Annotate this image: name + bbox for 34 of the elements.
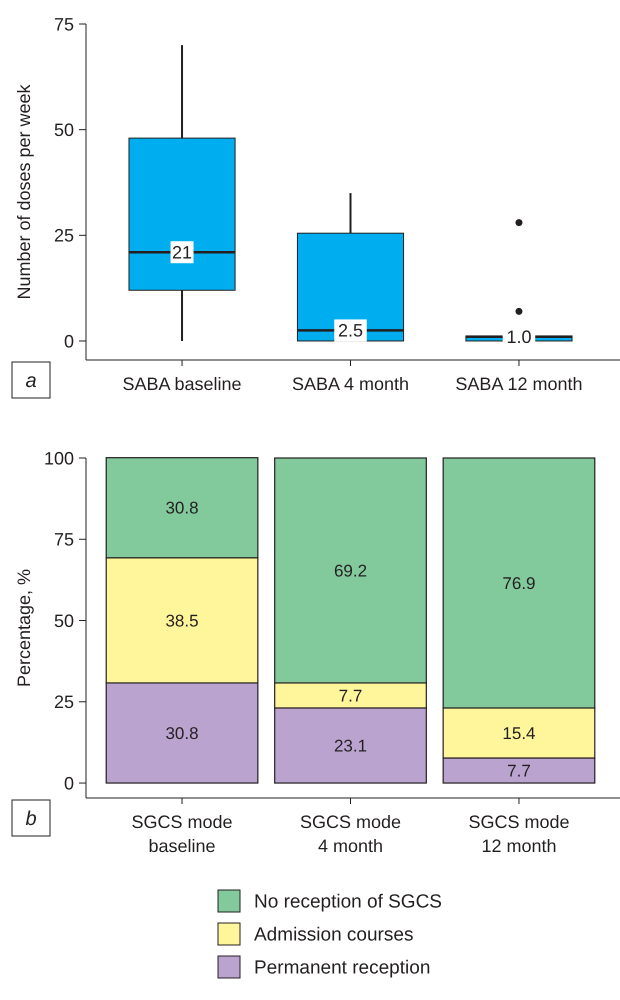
y-tick-label: 50 (54, 120, 74, 140)
y-tick-label: 25 (54, 692, 74, 712)
data-label: 69.2 (334, 561, 368, 580)
data-label: 38.5 (165, 611, 199, 630)
data-label: 30.8 (165, 724, 199, 743)
legend-label: Admission courses (254, 924, 414, 946)
y-tick-label: 75 (54, 14, 74, 34)
x-tick-label: SGCS mode 12 month (468, 812, 570, 856)
text: b (25, 808, 37, 830)
data-label: 7.7 (507, 761, 531, 780)
x-tick-label: SGCS mode baseline (132, 812, 233, 856)
y-tick-label: 75 (54, 530, 74, 550)
annotation: 21 (172, 242, 192, 263)
y-tick-label: 25 (54, 226, 74, 246)
legend-label: Permanent reception (254, 958, 430, 979)
y-axis-title: Percentage, % (14, 568, 34, 688)
y-tick-label: 100 (44, 448, 74, 468)
y-tick-label: 0 (64, 773, 74, 794)
data-label: 15.4 (502, 724, 536, 743)
y-tick-label: 50 (54, 610, 74, 631)
annotation: 1.0 (506, 327, 532, 348)
data-label: 23.1 (334, 736, 368, 756)
data-label: 76.9 (502, 574, 536, 593)
x-tick-label: SGCS mode 4 month (300, 812, 402, 856)
x-tick-label: SABA 12 month (455, 374, 583, 394)
y-axis-title: Number of doses per week (14, 83, 34, 300)
data-label: 30.8 (165, 498, 199, 518)
annotation: 2.5 (338, 320, 364, 341)
text: a (25, 370, 37, 392)
x-tick-label: SABA baseline (122, 374, 242, 394)
legend-label: No reception of SGCS (254, 892, 442, 913)
x-tick-label: SABA 4 month (292, 374, 410, 394)
y-tick-label: 0 (64, 331, 74, 352)
data-label: 7.7 (338, 686, 362, 706)
